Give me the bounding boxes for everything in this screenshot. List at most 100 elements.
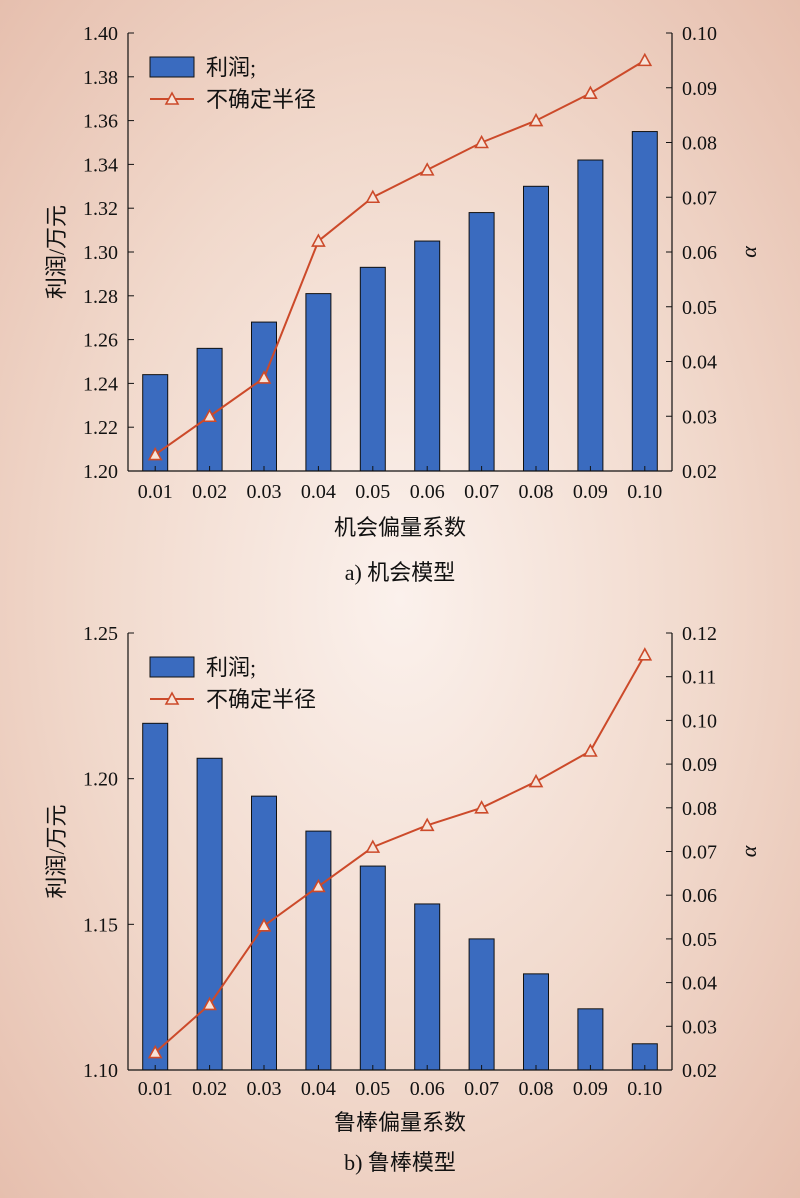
- y2-tick-label: 0.04: [682, 973, 717, 995]
- x-tick-label: 0.07: [464, 1078, 499, 1100]
- bar: [359, 266, 386, 472]
- line-point: [419, 162, 435, 176]
- y-tick-label: 1.34: [83, 154, 118, 176]
- y2-tick-label: 0.09: [682, 78, 717, 100]
- bar: [414, 240, 441, 472]
- y-tick-label: 1.22: [83, 417, 118, 439]
- y2-tick-label: 0.05: [682, 929, 717, 951]
- x-axis-title: 鲁棒偏量系数: [334, 1110, 466, 1135]
- x-tick-label: 0.04: [301, 1078, 336, 1100]
- y-tick-label: 1.38: [83, 67, 118, 89]
- line-point: [202, 996, 217, 1011]
- y2-tick-label: 0.03: [682, 1016, 717, 1038]
- bar: [577, 1008, 604, 1071]
- x-tick-label: 0.07: [464, 481, 499, 503]
- y2-tick-label: 0.09: [682, 754, 717, 776]
- line-point: [474, 134, 489, 149]
- y-tick-label: 1.28: [83, 286, 118, 308]
- chart-2: 1.10 1.15 1.20 1.25 0.02 0.03 0.04 0.05 0.06 0.07…: [44, 623, 761, 1175]
- y2-tick-label: 0.11: [682, 667, 716, 689]
- y-tick-label: 1.15: [83, 914, 118, 936]
- bar: [468, 212, 495, 472]
- line-point: [365, 839, 381, 853]
- y2-tick-label: 0.06: [682, 885, 717, 907]
- legend-label: 不确定半径: [206, 87, 316, 112]
- line-point: [637, 647, 653, 661]
- y-axis-title: 利润/万元: [44, 205, 69, 299]
- x-tick-label: 0.10: [627, 1078, 662, 1100]
- series-line: [154, 654, 646, 1054]
- bar: [468, 938, 495, 1071]
- x-tick-label: 0.09: [573, 1078, 608, 1100]
- bar: [523, 973, 549, 1071]
- line-point: [474, 800, 489, 814]
- y2-tick-label: 0.06: [682, 242, 717, 264]
- y2-tick-label: 0.07: [682, 187, 717, 209]
- x-tick-label: 0.02: [192, 1078, 227, 1100]
- y-tick-label: 1.20: [83, 461, 118, 483]
- y-tick-label: 1.32: [83, 198, 118, 220]
- legend-marker: [164, 91, 180, 105]
- y-tick-label: 1.24: [83, 373, 118, 395]
- y2-tick-label: 0.07: [682, 842, 717, 864]
- legend-bar-swatch: [149, 56, 195, 78]
- line-point: [256, 370, 272, 384]
- x-tick-label: 0.10: [627, 481, 662, 503]
- y2-tick-label: 0.08: [682, 133, 717, 155]
- x-tick-label: 0.05: [355, 481, 390, 503]
- y2-tick-label: 0.12: [682, 623, 717, 645]
- x-tick-label: 0.03: [247, 481, 282, 503]
- y-tick-label: 1.26: [83, 330, 118, 352]
- bar: [251, 321, 277, 472]
- y-tick-label: 1.30: [83, 242, 118, 264]
- line-point: [365, 189, 381, 204]
- legend-marker: [164, 691, 180, 705]
- y-tick-label: 1.20: [83, 769, 118, 791]
- line-point: [147, 446, 163, 461]
- line-point: [147, 1044, 163, 1059]
- line-point: [583, 85, 598, 100]
- x-tick-label: 0.06: [410, 1078, 445, 1100]
- line-point: [311, 233, 326, 247]
- series-line: [154, 59, 646, 456]
- line-point: [419, 817, 435, 832]
- y2-tick-label: 0.08: [682, 798, 717, 820]
- bar: [196, 757, 223, 1071]
- line-point: [528, 112, 544, 127]
- bar: [305, 830, 332, 1071]
- y2-tick-label: 0.10: [682, 23, 717, 45]
- x-tick-label: 0.02: [192, 481, 227, 503]
- figure-caption: a) 机会模型: [345, 560, 456, 585]
- y-axis-title: 利润/万元: [44, 804, 69, 898]
- bar: [523, 185, 549, 472]
- y2-tick-label: 0.04: [682, 352, 717, 374]
- y-tick-label: 1.36: [83, 111, 118, 133]
- y2-tick-label: 0.10: [682, 710, 717, 732]
- y-tick-label: 1.25: [83, 623, 118, 645]
- legend-label: 利润;: [206, 55, 256, 80]
- x-tick-label: 0.05: [355, 1078, 390, 1100]
- bar: [631, 131, 658, 472]
- bar: [414, 903, 441, 1071]
- line-point: [256, 918, 272, 932]
- x-tick-label: 0.03: [247, 1078, 282, 1100]
- bar: [305, 293, 332, 472]
- line-point: [528, 773, 544, 788]
- y-tick-label: 1.40: [83, 23, 118, 45]
- x-tick-label: 0.08: [519, 1078, 554, 1100]
- x-tick-label: 0.09: [573, 481, 608, 503]
- line-point: [583, 743, 598, 757]
- legend-bar-swatch: [149, 656, 195, 678]
- legend-label: 不确定半径: [206, 687, 316, 712]
- y2-tick-label: 0.02: [682, 461, 717, 483]
- x-tick-label: 0.01: [138, 481, 173, 503]
- x-tick-label: 0.08: [519, 481, 554, 503]
- line-point: [311, 878, 326, 893]
- legend-label: 利润;: [206, 655, 256, 680]
- x-tick-label: 0.06: [410, 481, 445, 503]
- bar: [142, 722, 169, 1071]
- y2-tick-label: 0.02: [682, 1060, 717, 1082]
- bar: [251, 795, 277, 1071]
- chart-1: 1.20 1.22 1.24 1.26 1.28 1.30 1.32 1.34 1.36 1.38…: [44, 23, 761, 585]
